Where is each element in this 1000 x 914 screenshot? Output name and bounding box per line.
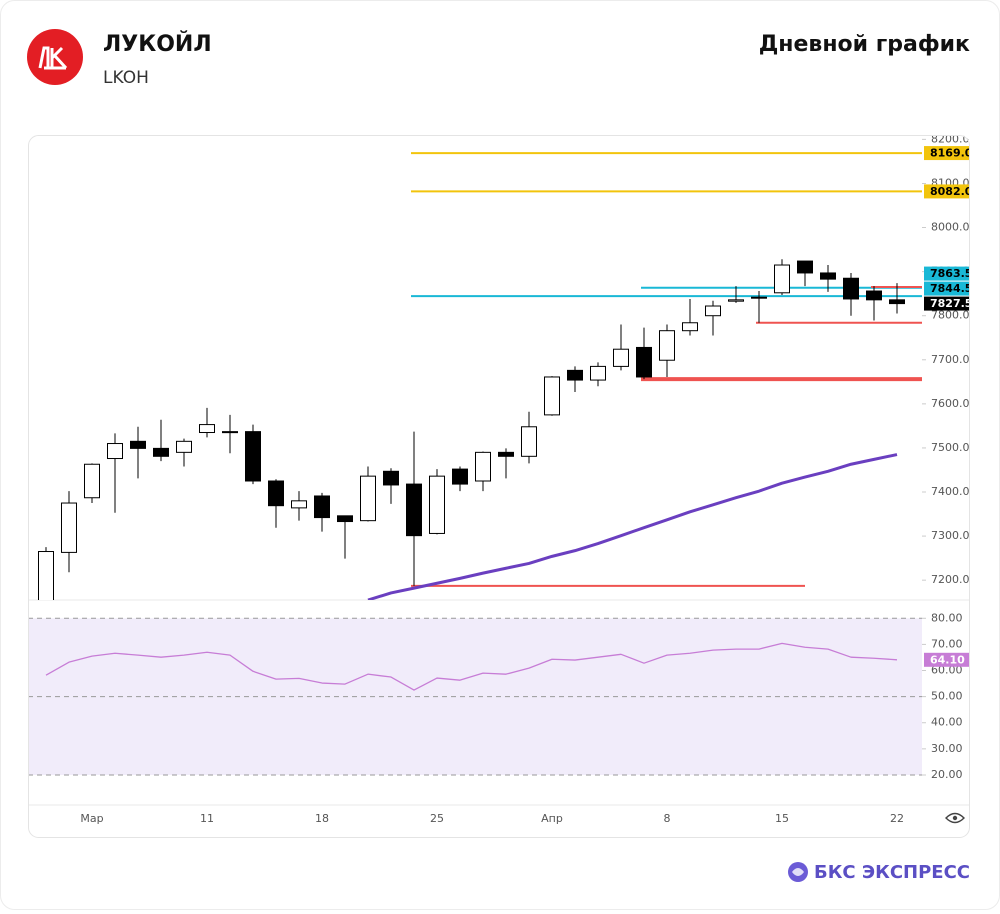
y-tick-label: 7400.0 xyxy=(931,485,970,498)
price-label-box xyxy=(924,652,970,667)
chart-frame xyxy=(28,135,970,838)
x-tick-label: Мар xyxy=(80,812,103,825)
candle-body xyxy=(406,483,422,537)
rsi-line xyxy=(45,642,898,691)
footer-brand: БКС ЭКСПРЕСС xyxy=(814,862,970,883)
price-label: 64.10 xyxy=(930,653,965,666)
candle-body xyxy=(521,426,537,457)
candle-body xyxy=(866,290,882,301)
x-tick-label: 11 xyxy=(200,812,214,825)
x-tick-label: 25 xyxy=(430,812,444,825)
candle-body xyxy=(222,431,238,434)
candle-body xyxy=(130,440,146,449)
moving-average xyxy=(367,453,898,600)
candle-body xyxy=(429,475,445,534)
x-tick-label: 22 xyxy=(890,812,904,825)
y-tick-label: 7300.0 xyxy=(931,529,970,542)
y-tick-label: 8000.0 xyxy=(931,221,970,234)
candle-body xyxy=(337,515,353,523)
company-name: ЛУКОЙЛ xyxy=(103,31,212,57)
price-label-box xyxy=(924,266,970,281)
candle-body xyxy=(452,468,468,485)
candle-body xyxy=(268,480,284,507)
candle-body xyxy=(843,277,859,300)
rsi-tick-label: 30.00 xyxy=(931,742,963,755)
candle-body xyxy=(176,440,192,453)
y-tick-label: 7700.0 xyxy=(931,353,970,366)
y-tick-label: 7500.0 xyxy=(931,441,970,454)
candle-body xyxy=(820,272,836,280)
price-label-box xyxy=(924,146,970,161)
candle-body xyxy=(751,296,767,299)
price-label-box xyxy=(924,184,970,199)
candle-body xyxy=(682,322,698,332)
candle-body xyxy=(705,305,721,317)
candle-body xyxy=(728,299,744,302)
candle-body xyxy=(889,299,905,305)
candle-body xyxy=(38,551,54,600)
rsi-tick-label: 70.00 xyxy=(931,637,963,650)
candle-body xyxy=(245,431,261,482)
candle-body xyxy=(797,260,813,274)
price-label: 7844.5 xyxy=(930,282,972,295)
candle-body xyxy=(590,365,606,381)
y-tick-label: 7600.0 xyxy=(931,397,970,410)
x-tick-label: 8 xyxy=(664,812,671,825)
y-tick-label: 7800.0 xyxy=(931,309,970,322)
price-label: 7863.5 xyxy=(930,267,972,280)
x-tick-label: Апр xyxy=(541,812,563,825)
candle-body xyxy=(498,451,514,457)
candle-body xyxy=(567,369,583,381)
candle-body xyxy=(360,475,376,522)
candle-body xyxy=(544,376,560,416)
candle-body xyxy=(291,500,307,509)
candle-body xyxy=(383,470,399,486)
candle-body xyxy=(107,443,123,460)
ticker: LKOH xyxy=(103,68,149,88)
rsi-tick-label: 50.00 xyxy=(931,690,963,703)
y-tick-label: 7200.0 xyxy=(931,573,970,586)
price-label-box xyxy=(924,281,970,296)
visibility-icon[interactable] xyxy=(945,812,965,824)
candle-body xyxy=(61,502,77,553)
price-label: 8082.0 xyxy=(930,185,973,198)
price-label: 8169.0 xyxy=(930,147,973,160)
chart-period: Дневной график xyxy=(759,32,970,57)
rsi-tick-label: 20.00 xyxy=(931,768,963,781)
candle-body xyxy=(84,463,100,499)
candle-body xyxy=(153,447,169,457)
candle-body xyxy=(659,330,675,361)
candle-body xyxy=(199,424,215,434)
logo xyxy=(27,29,83,85)
candle-body xyxy=(314,495,330,519)
candle-body xyxy=(774,264,790,294)
price-label-box xyxy=(924,296,970,311)
chart: 7200.0 7300.0 7400.0 7500.0 7600.0 7700.0 7800… xyxy=(28,132,973,838)
rsi-pane xyxy=(28,617,922,776)
x-tick-label: 15 xyxy=(775,812,789,825)
x-tick-label: 18 xyxy=(315,812,329,825)
footer-logo xyxy=(788,862,808,882)
price-pane xyxy=(38,152,922,600)
y-tick-label: 8200.0 xyxy=(931,132,970,145)
price-label: 7827.5 xyxy=(930,297,972,310)
rsi-tick-label: 40.00 xyxy=(931,716,963,729)
candle-body xyxy=(636,346,652,378)
rsi-tick-label: 80.00 xyxy=(931,611,963,624)
candle-body xyxy=(613,348,629,367)
candle-body xyxy=(475,451,491,482)
